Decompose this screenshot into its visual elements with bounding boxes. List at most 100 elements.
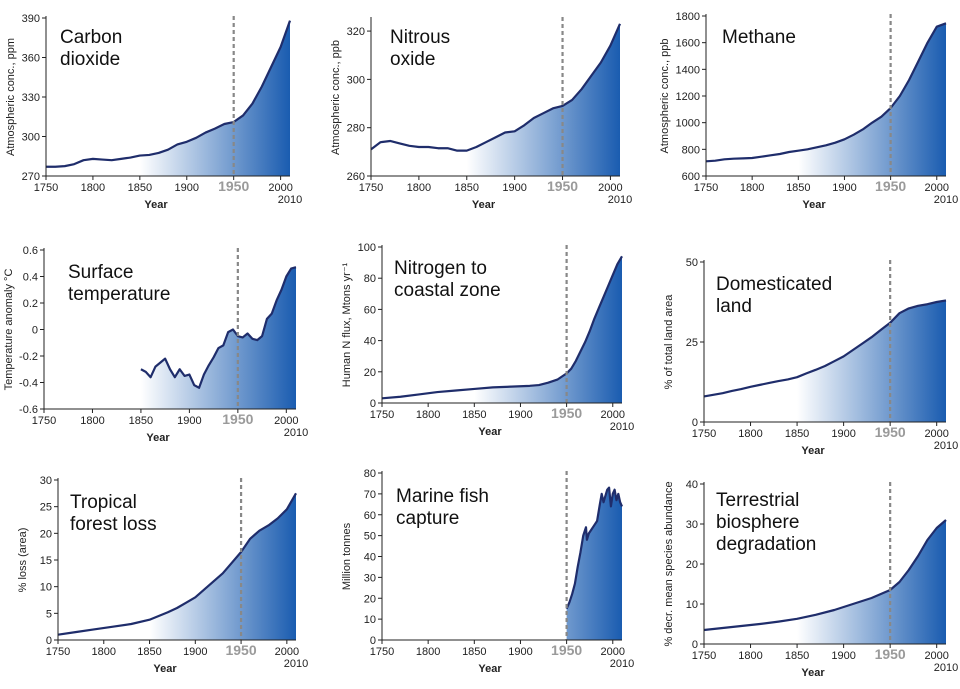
y-axis-label: Million tonnes xyxy=(341,522,353,590)
chart-title: Tropical xyxy=(70,492,137,513)
y-tick-label: 280 xyxy=(347,123,365,135)
x-end-label: 2010 xyxy=(934,194,958,206)
x-tick-label: 2000 xyxy=(274,415,298,427)
x-end-label: 2010 xyxy=(284,427,308,439)
y-tick-label: 40 xyxy=(364,336,376,348)
x-tick-label: 1900 xyxy=(175,182,199,194)
x-tick-label: 1850 xyxy=(785,428,809,440)
x-tick-label-1950: 1950 xyxy=(547,178,578,194)
y-tick-label: 320 xyxy=(347,26,365,38)
x-tick-label: 1900 xyxy=(177,415,201,427)
chart-title: coastal zone xyxy=(394,280,501,301)
y-tick-label: 100 xyxy=(358,242,376,254)
x-tick-label: 2000 xyxy=(268,182,292,194)
y-tick-label: 80 xyxy=(364,273,376,285)
x-tick-label: 1850 xyxy=(786,182,810,194)
y-tick-label: 30 xyxy=(686,519,698,531)
y-tick-label: 20 xyxy=(364,367,376,379)
x-tick-label: 1900 xyxy=(508,409,532,421)
x-tick-label: 1750 xyxy=(32,415,56,427)
y-tick-label: 80 xyxy=(364,468,376,480)
y-tick-label: 60 xyxy=(364,510,376,522)
x-tick-label-1950: 1950 xyxy=(218,178,249,194)
y-tick-label: 1000 xyxy=(676,118,700,130)
x-end-label: 2010 xyxy=(610,658,634,670)
y-tick-label: 20 xyxy=(40,528,52,540)
y-axis-label: % decr. mean species abundance xyxy=(663,481,675,646)
chart-title: biosphere xyxy=(716,512,799,533)
x-end-label: 2010 xyxy=(934,440,958,452)
y-tick-label: 50 xyxy=(364,531,376,543)
y-tick-label: 15 xyxy=(40,555,52,567)
y-tick-label: 20 xyxy=(686,559,698,571)
x-end-label: 2010 xyxy=(610,421,634,433)
area-fill-marine-fish-capture xyxy=(567,488,622,640)
x-tick-label: 1900 xyxy=(502,182,526,194)
x-tick-label: 2000 xyxy=(925,182,949,194)
y-tick-label: 30 xyxy=(364,572,376,584)
y-tick-label: 5 xyxy=(46,608,52,620)
x-tick-label-1950: 1950 xyxy=(551,642,582,658)
x-tick-label: 1900 xyxy=(832,182,856,194)
x-tick-label: 1900 xyxy=(831,650,855,662)
y-tick-label: 360 xyxy=(22,53,40,65)
y-tick-label: 300 xyxy=(347,74,365,86)
chart-title: land xyxy=(716,296,752,317)
y-axis-label: % of total land area xyxy=(663,294,675,390)
x-end-label: 2010 xyxy=(608,194,632,206)
chart-title: Carbon xyxy=(60,27,122,48)
chart-title: Methane xyxy=(722,27,796,48)
y-tick-label: -0.4 xyxy=(19,378,38,390)
y-tick-label: 1600 xyxy=(676,38,700,50)
x-tick-label: 1850 xyxy=(462,409,486,421)
x-tick-label: 1900 xyxy=(831,428,855,440)
x-axis-label: Year xyxy=(802,199,826,211)
x-axis-label: Year xyxy=(146,432,170,444)
x-tick-label: 1800 xyxy=(738,650,762,662)
x-end-label: 2010 xyxy=(284,658,308,670)
x-tick-label: 1800 xyxy=(416,646,440,658)
y-tick-label: 0 xyxy=(32,325,38,337)
y-tick-label: 50 xyxy=(686,257,698,269)
x-tick-label: 1850 xyxy=(137,646,161,658)
x-tick-label: 2000 xyxy=(601,646,625,658)
y-tick-label: 10 xyxy=(40,582,52,594)
chart-title: Domesticated xyxy=(716,274,832,295)
x-tick-label: 1750 xyxy=(46,646,70,658)
x-end-label: 2010 xyxy=(278,194,302,206)
y-axis-label: Temperature anomaly °C xyxy=(3,269,15,391)
x-tick-label-1950: 1950 xyxy=(551,405,582,421)
y-tick-label: 0.2 xyxy=(23,298,38,310)
x-axis-label: Year xyxy=(801,445,825,457)
chart-title: oxide xyxy=(390,49,435,70)
x-tick-label: 1750 xyxy=(694,182,718,194)
x-tick-label: 1900 xyxy=(183,646,207,658)
x-tick-label: 1800 xyxy=(407,182,431,194)
y-axis-label: Atmospheric conc., ppb xyxy=(659,39,671,154)
y-tick-label: 330 xyxy=(22,92,40,104)
x-tick-label: 1750 xyxy=(359,182,383,194)
y-tick-label: 0.6 xyxy=(23,245,38,257)
y-tick-label: 300 xyxy=(22,132,40,144)
x-tick-label: 2000 xyxy=(924,650,948,662)
y-tick-label: 20 xyxy=(364,593,376,605)
chart-title: temperature xyxy=(68,284,170,305)
x-tick-label: 1850 xyxy=(455,182,479,194)
x-tick-label: 2000 xyxy=(924,428,948,440)
y-tick-label: 40 xyxy=(686,479,698,491)
x-tick-label-1950: 1950 xyxy=(875,178,906,194)
chart-title: degradation xyxy=(716,534,816,555)
y-tick-label: 60 xyxy=(364,304,376,316)
x-tick-label: 1800 xyxy=(738,428,762,440)
y-tick-label: 70 xyxy=(364,489,376,501)
x-tick-label-1950: 1950 xyxy=(875,424,906,440)
x-tick-label: 1900 xyxy=(508,646,532,658)
x-tick-label: 1800 xyxy=(740,182,764,194)
y-tick-label: 10 xyxy=(364,614,376,626)
